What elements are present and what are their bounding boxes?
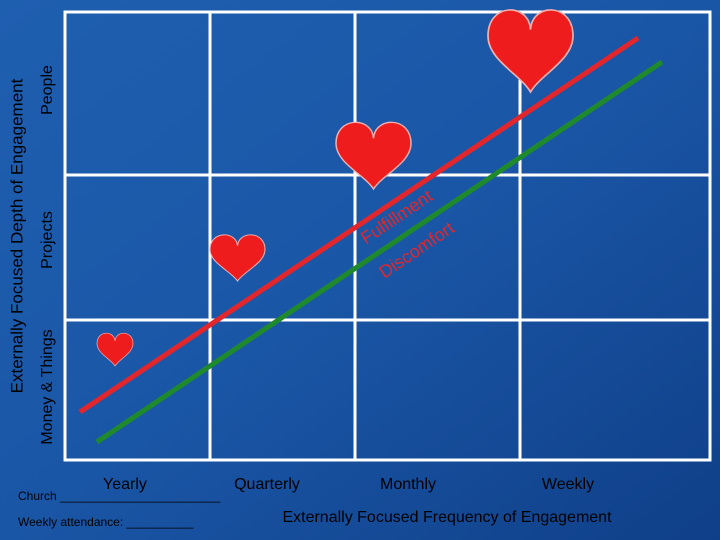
footer-church: Church ________________________: [18, 489, 221, 503]
x-level-label: Monthly: [380, 476, 436, 493]
x-level-label: Quarterly: [234, 476, 300, 493]
x-axis-title: Externally Focused Frequency of Engageme…: [282, 509, 612, 526]
discomfort-line: [95, 59, 664, 445]
grid-frame: [63, 10, 712, 462]
x-level-label: Weekly: [542, 476, 594, 493]
fulfillment-line: [78, 35, 640, 415]
y-level-label: People: [39, 65, 56, 115]
y-axis-title: Externally Focused Depth of Engagement: [7, 78, 26, 393]
x-level-label: Yearly: [103, 476, 147, 493]
y-level-label: Money & Things: [39, 329, 56, 444]
y-level-label: Projects: [39, 211, 56, 269]
grid: [63, 10, 712, 462]
footer-attendance: Weekly attendance: __________: [18, 515, 194, 529]
